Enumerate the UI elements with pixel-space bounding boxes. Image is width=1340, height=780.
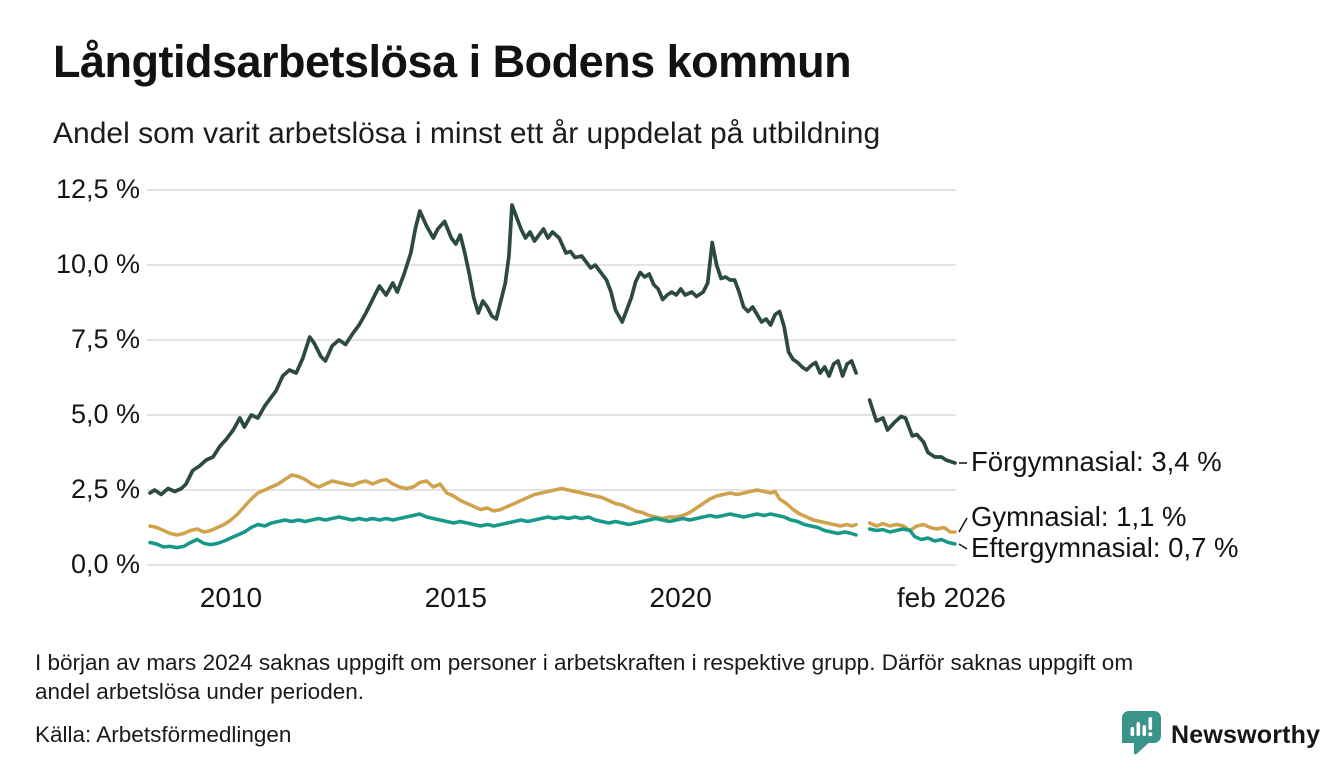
series-line-gymnasial <box>148 473 957 537</box>
newsworthy-logo-icon <box>1122 710 1162 761</box>
footnote-line-2: andel arbetslösa under perioden. <box>35 678 364 704</box>
series-segment-forgymnasial <box>148 203 858 497</box>
gridlines <box>147 189 956 566</box>
label-connector-eftergymnasial <box>958 543 968 550</box>
series-line-forgymnasial <box>148 203 957 497</box>
series-segment-forgymnasial <box>867 398 957 465</box>
newsworthy-wordmark: Newsworthy <box>1171 721 1321 749</box>
source-note: Källa: Arbetsförmedlingen <box>35 722 292 747</box>
footnote-line-1: I början av mars 2024 saknas uppgift om … <box>35 650 1134 675</box>
newsworthy-branding: Newsworthy <box>1122 710 1320 761</box>
label-connector-gymnasial <box>958 517 968 533</box>
page-title: Långtidsarbetslösa i Bodens kommun <box>53 36 852 87</box>
chart-footnote: I början av mars 2024 saknas uppgift om … <box>35 649 1133 706</box>
series-line-eftergymnasial <box>148 512 957 550</box>
series-segment-gymnasial <box>148 473 858 537</box>
series-segment-eftergymnasial <box>867 527 957 546</box>
series-segment-eftergymnasial <box>148 512 858 550</box>
series-segment-gymnasial <box>867 521 957 534</box>
chart-subtitle: Andel som varit arbetslösa i minst ett å… <box>53 117 881 150</box>
